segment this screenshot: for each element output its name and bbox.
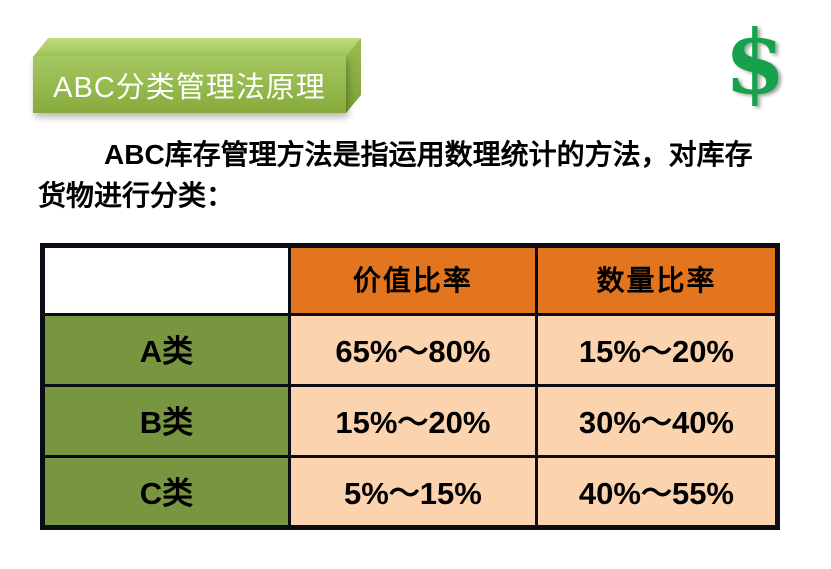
- intro-line-2: 货物进行分类：: [38, 180, 235, 211]
- table-header-row: 价值比率 数量比率: [41, 244, 780, 316]
- table-row: C类 5%～15% 40%～55%: [41, 455, 780, 529]
- table-row: A类 65%～80% 15%～20%: [41, 313, 780, 387]
- header-value-ratio: 价值比率: [287, 244, 538, 316]
- intro-line-1: ABC库存管理方法是指运用数理统计的方法，对库存: [104, 139, 753, 170]
- value-ratio-b: 15%～20%: [287, 384, 538, 458]
- row-label-c: C类: [41, 455, 291, 529]
- page-title: ABC分类管理法原理: [53, 71, 326, 104]
- corner-cell: [41, 244, 291, 316]
- abc-classification-table: 价值比率 数量比率 A类 65%～80% 15%～20% B类 15%～20% …: [40, 243, 780, 530]
- row-label-a: A类: [41, 313, 291, 387]
- intro-paragraph: ABC库存管理方法是指运用数理统计的方法，对库存货物进行分类：: [38, 134, 790, 216]
- quantity-ratio-a: 15%～20%: [534, 313, 780, 387]
- dollar-icon: $: [724, 10, 786, 114]
- value-ratio-c: 5%～15%: [287, 455, 538, 529]
- table-row: B类 15%～20% 30%～40%: [41, 384, 780, 458]
- title-banner-top-face: [33, 38, 361, 57]
- header-quantity-ratio: 数量比率: [534, 244, 780, 316]
- row-label-b: B类: [41, 384, 291, 458]
- quantity-ratio-b: 30%～40%: [534, 384, 780, 458]
- title-banner: ABC分类管理法原理: [33, 56, 346, 113]
- value-ratio-a: 65%～80%: [287, 313, 538, 387]
- title-banner-right-face: [346, 38, 361, 113]
- quantity-ratio-c: 40%～55%: [534, 455, 780, 529]
